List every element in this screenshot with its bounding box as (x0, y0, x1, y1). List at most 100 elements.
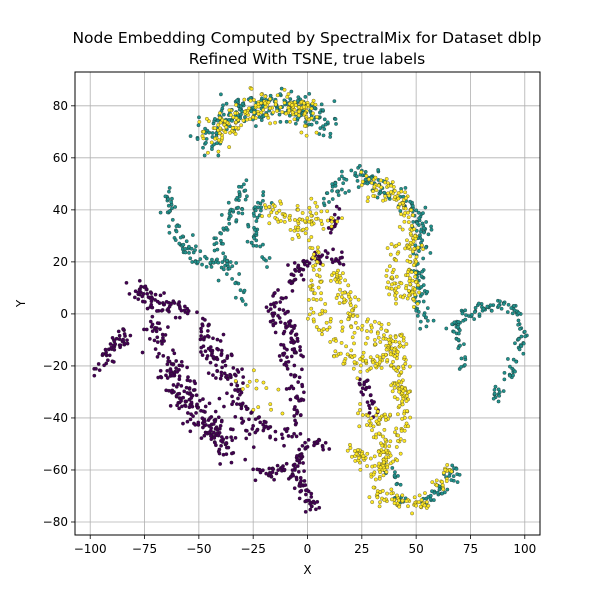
data-point-class-1 (196, 123, 201, 128)
data-point-class-0 (294, 421, 299, 425)
data-point-class-2 (284, 111, 288, 116)
data-point-class-0 (212, 430, 216, 435)
data-point-class-2 (297, 113, 301, 118)
data-point-class-0 (196, 423, 201, 427)
data-point-class-1 (215, 247, 220, 252)
data-point-class-1 (496, 303, 501, 308)
data-point-class-0 (295, 464, 300, 468)
data-point-class-2 (379, 366, 384, 370)
data-point-class-2 (277, 208, 282, 213)
data-point-class-0 (215, 337, 220, 342)
data-point-class-0 (305, 263, 310, 268)
data-point-class-2 (334, 339, 338, 343)
data-point-class-2 (343, 278, 347, 283)
data-point-class-2 (366, 413, 370, 418)
data-point-class-0 (182, 389, 187, 394)
data-point-class-0 (166, 355, 171, 360)
data-point-class-0 (332, 212, 337, 217)
data-point-class-2 (358, 408, 362, 412)
data-point-class-0 (209, 428, 213, 433)
data-point-class-2 (378, 453, 382, 457)
data-point-class-2 (315, 204, 319, 209)
data-point-class-0 (206, 329, 210, 333)
data-point-class-0 (279, 296, 284, 300)
data-point-class-1 (456, 325, 460, 330)
data-point-class-2 (392, 501, 397, 506)
data-point-class-0 (234, 373, 238, 378)
data-point-class-1 (207, 130, 212, 135)
data-point-class-0 (163, 333, 168, 337)
data-point-class-2 (229, 113, 233, 117)
data-point-class-0 (205, 334, 210, 338)
data-point-class-0 (368, 393, 373, 397)
data-point-class-1 (174, 224, 179, 229)
data-point-class-1 (258, 244, 263, 249)
data-point-class-0 (179, 308, 184, 313)
data-point-class-2 (399, 212, 403, 217)
data-point-class-1 (219, 213, 224, 217)
data-point-class-1 (318, 126, 323, 130)
data-point-class-0 (326, 226, 331, 230)
y-tick-label: 60 (53, 151, 68, 165)
data-point-class-1 (256, 205, 261, 210)
data-point-class-0 (286, 359, 291, 364)
data-point-class-0 (274, 300, 279, 305)
data-point-class-2 (389, 282, 394, 287)
data-point-class-0 (261, 422, 265, 427)
data-point-class-1 (221, 241, 225, 246)
data-point-class-2 (413, 270, 418, 275)
data-point-class-1 (210, 135, 215, 139)
data-point-class-0 (338, 261, 342, 266)
data-point-class-2 (346, 283, 351, 288)
data-point-class-2 (369, 325, 374, 330)
data-point-class-1 (457, 328, 462, 333)
data-point-class-1 (246, 224, 251, 229)
data-point-class-1 (200, 262, 204, 267)
data-point-class-1 (510, 311, 515, 316)
data-point-class-0 (261, 428, 266, 433)
data-point-class-2 (315, 273, 319, 277)
data-point-class-1 (239, 296, 244, 301)
data-point-class-0 (215, 428, 220, 432)
data-point-class-2 (378, 500, 382, 505)
data-point-class-0 (266, 309, 271, 313)
data-point-class-2 (310, 255, 315, 260)
data-point-class-0 (231, 366, 236, 370)
data-point-class-2 (355, 376, 360, 381)
data-point-class-0 (230, 451, 234, 456)
data-point-class-0 (296, 469, 301, 474)
data-point-class-2 (393, 195, 397, 199)
data-point-class-0 (222, 371, 227, 376)
data-point-class-2 (216, 149, 221, 154)
data-point-class-1 (516, 311, 521, 315)
data-point-class-2 (430, 480, 435, 484)
data-point-class-0 (203, 318, 207, 322)
data-point-class-1 (221, 251, 226, 256)
data-point-class-0 (233, 436, 238, 440)
data-point-class-2 (387, 264, 392, 269)
data-point-class-0 (206, 371, 211, 376)
data-point-class-2 (205, 117, 209, 121)
data-point-class-2 (267, 221, 272, 226)
data-point-class-2 (280, 411, 285, 416)
data-point-class-2 (228, 130, 232, 135)
data-point-class-2 (397, 389, 401, 394)
data-point-class-2 (254, 378, 259, 383)
data-point-class-0 (177, 315, 182, 320)
x-tick-label: −50 (186, 542, 211, 556)
data-point-class-2 (259, 110, 264, 115)
data-point-class-2 (401, 364, 405, 369)
data-point-class-1 (499, 306, 504, 311)
data-point-class-2 (375, 354, 380, 359)
data-point-class-1 (493, 384, 498, 389)
data-point-class-2 (252, 98, 256, 102)
data-point-class-1 (476, 301, 481, 306)
data-point-class-2 (309, 213, 314, 218)
data-point-class-0 (211, 336, 215, 341)
data-point-class-1 (424, 245, 428, 250)
data-point-class-2 (347, 294, 351, 299)
data-point-class-2 (356, 326, 360, 330)
data-point-class-0 (328, 230, 333, 235)
data-point-class-2 (389, 383, 394, 388)
data-point-class-2 (307, 205, 312, 210)
